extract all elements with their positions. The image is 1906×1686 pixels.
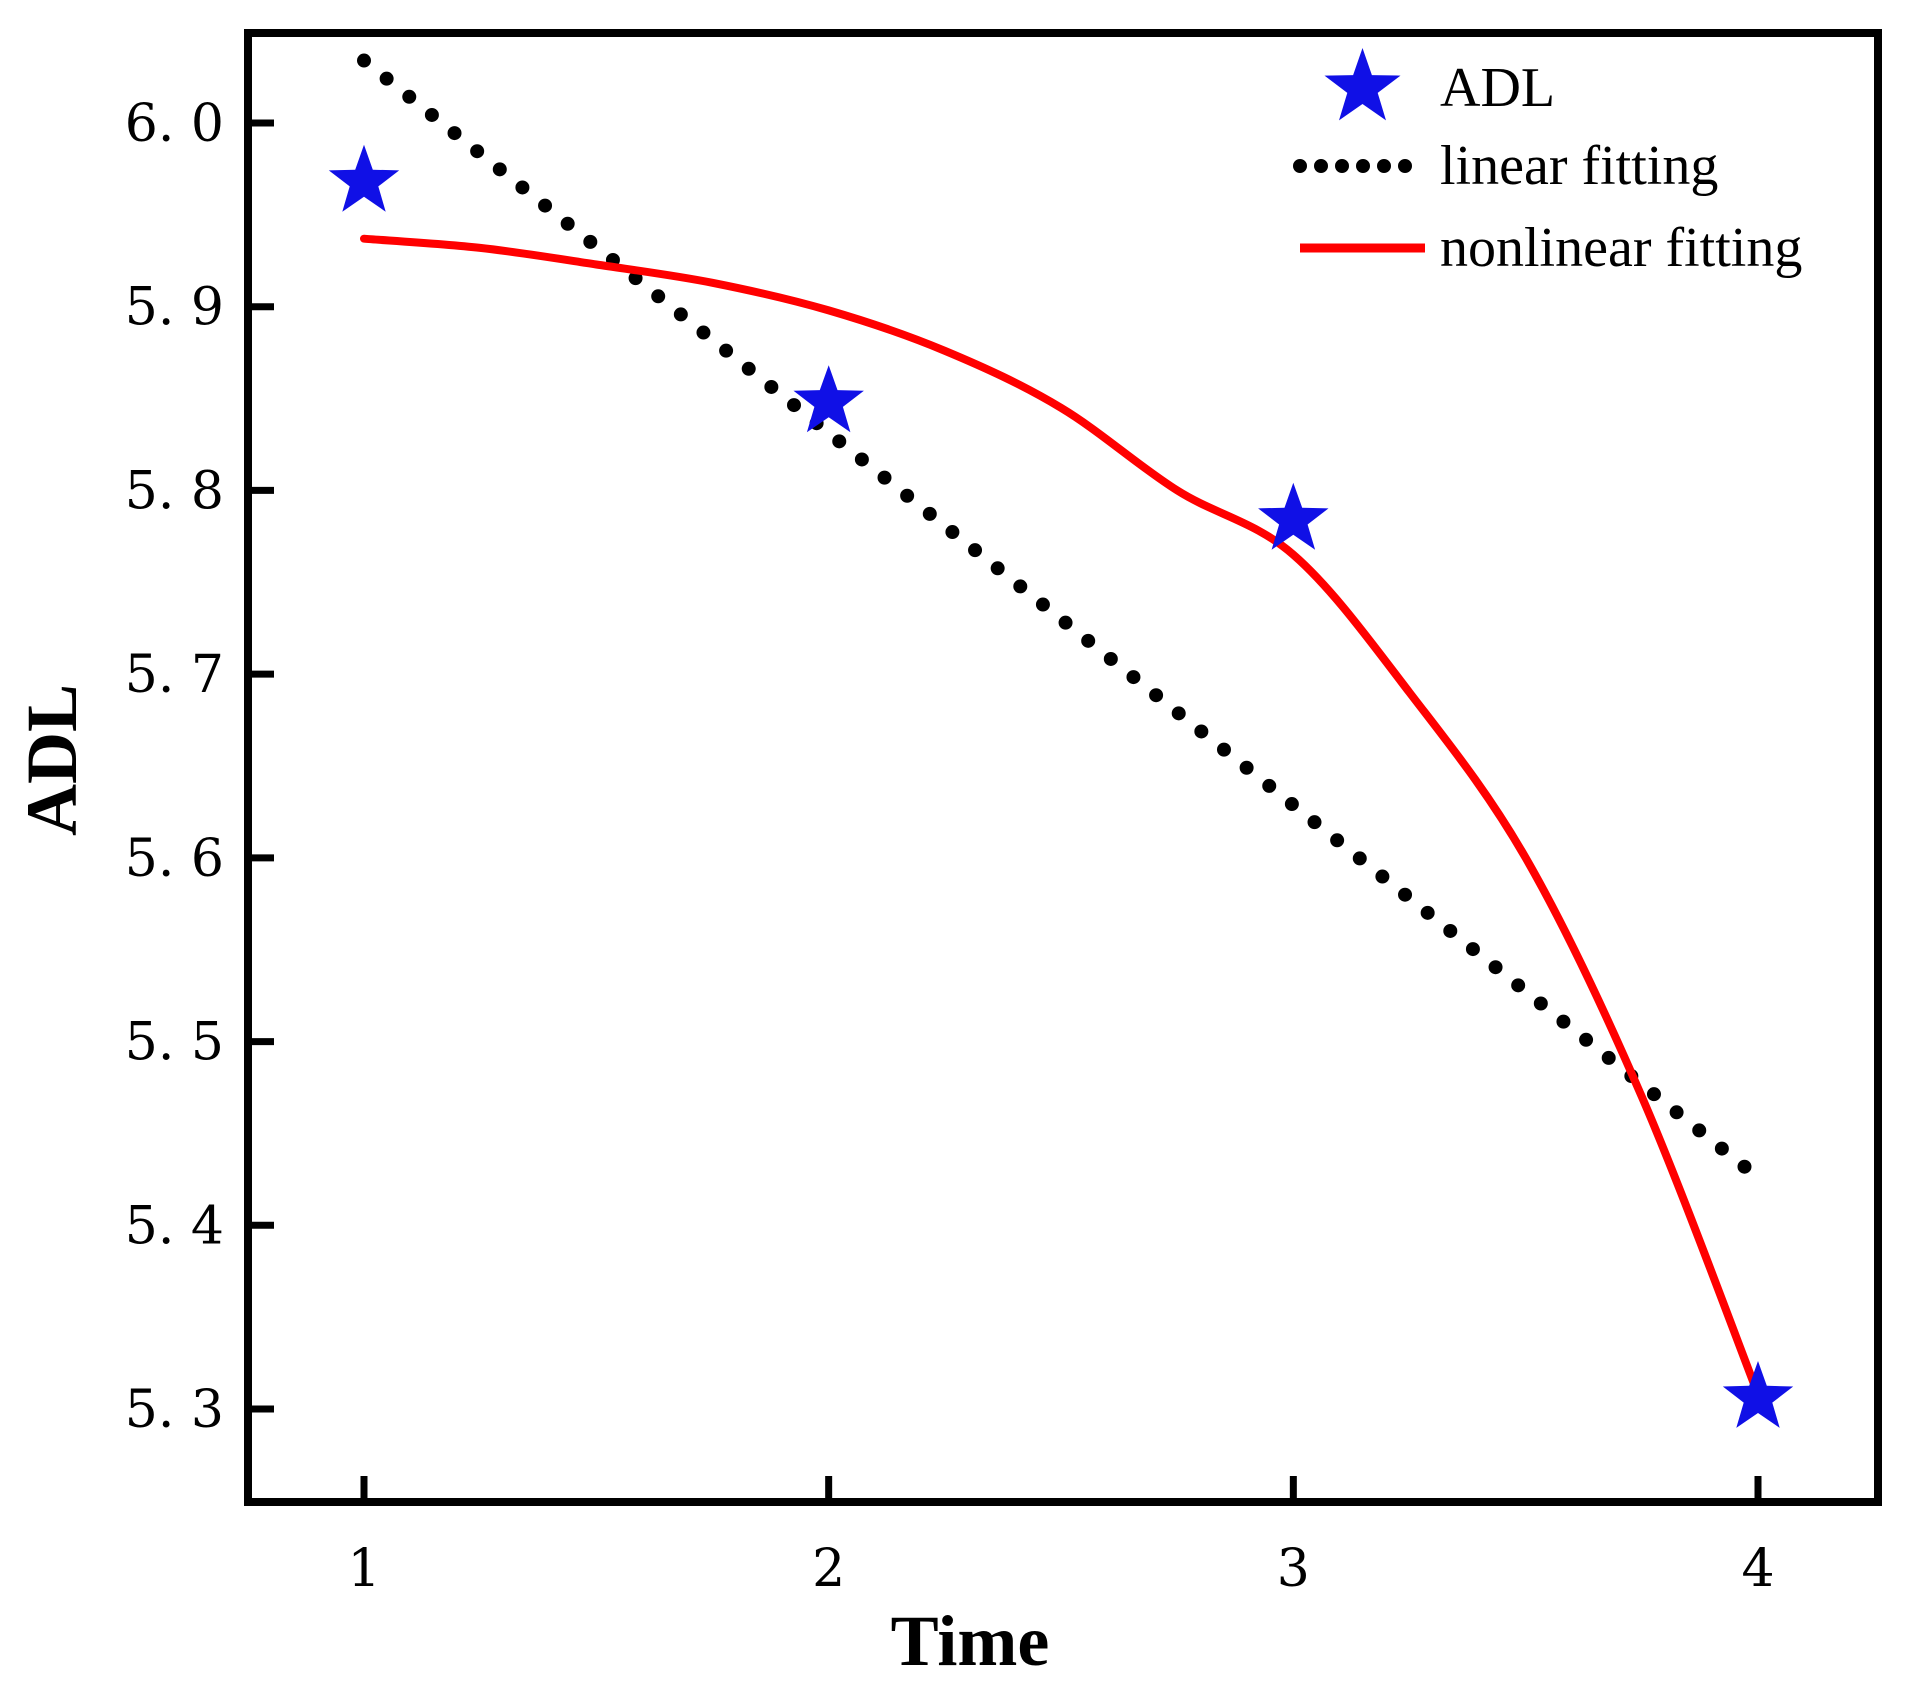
plot-area [328, 53, 1794, 1428]
legend-label-adl: ADL [1440, 57, 1555, 119]
legend-label-linear: linear fitting [1440, 135, 1718, 197]
x-tick-label: 3 [1277, 1539, 1310, 1599]
linear-fitting-line [357, 53, 1765, 1185]
nonlinear-fitting-curve [360, 234, 1762, 1399]
y-tick-label: 5. 4 [125, 1196, 224, 1256]
legend: ADL linear fitting nonlinear fitting [1293, 48, 1802, 279]
x-tick-label: 2 [812, 1539, 845, 1599]
y-tick-label: 5. 7 [125, 645, 224, 705]
y-tick-label: 5. 6 [125, 829, 224, 889]
y-tick-label: 5. 8 [125, 461, 224, 521]
axes: 5. 3 5. 4 5. 5 5. 6 5. 7 5. 8 5. 9 6. 0 1 2 3 4 [125, 29, 1882, 1599]
y-tick-label: 5. 5 [125, 1013, 224, 1073]
adl-star-point-1 [328, 144, 400, 212]
x-tick-label: 1 [347, 1539, 380, 1599]
y-tick-label: 5. 9 [125, 278, 224, 338]
y-axis-title: ADL [12, 684, 92, 836]
legend-label-nonlinear: nonlinear fitting [1440, 217, 1802, 279]
x-tick-label: 4 [1741, 1539, 1774, 1599]
y-tick-label: 6. 0 [125, 94, 224, 154]
y-tick-label: 5. 3 [125, 1380, 224, 1440]
adl-star-point-2 [793, 365, 864, 433]
legend-star-icon [1324, 48, 1401, 121]
x-axis-title: Time [891, 1601, 1050, 1681]
plot-frame [244, 29, 1882, 1506]
adl-star-point-4 [1722, 1361, 1794, 1428]
adl-star-point-3 [1258, 482, 1329, 550]
